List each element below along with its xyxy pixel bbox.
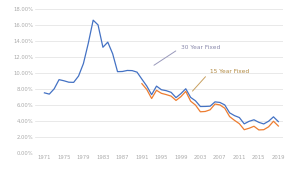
Text: 30 Year Fixed: 30 Year Fixed: [154, 45, 220, 65]
Text: 15 Year Fixed: 15 Year Fixed: [192, 69, 249, 91]
